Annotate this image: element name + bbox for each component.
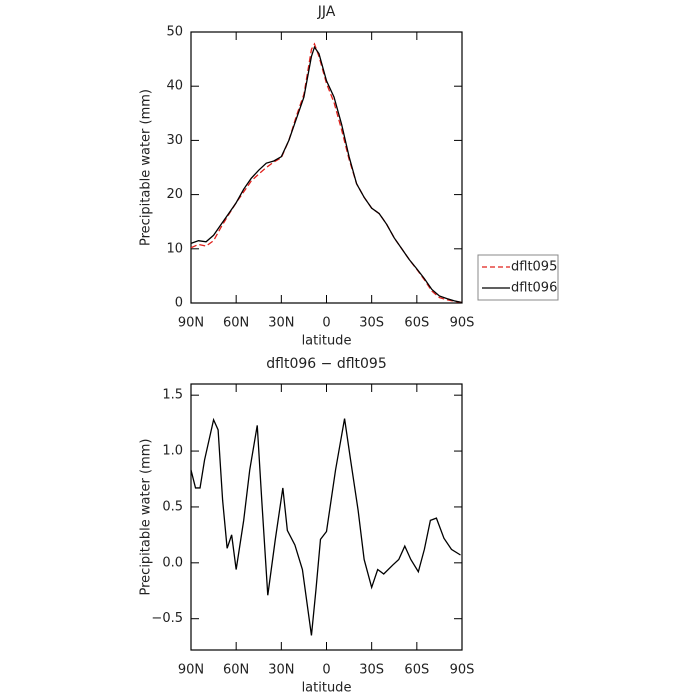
y-tick-label: 0 — [175, 296, 183, 311]
x-tick-label: 90N — [178, 316, 204, 331]
y-tick-label: 50 — [166, 25, 183, 40]
x-tick-label: 30S — [359, 316, 384, 331]
x-tick-label: 30N — [268, 316, 294, 331]
x-tick-label: 0 — [322, 316, 330, 331]
x-tick-label: 90N — [178, 663, 204, 678]
x-tick-label: 30N — [268, 663, 294, 678]
x-tick-label: 0 — [322, 663, 330, 678]
x-tick-label: 60S — [404, 663, 429, 678]
x-tick-label: 60N — [223, 316, 249, 331]
y-tick-label: 1.5 — [162, 388, 183, 403]
x-tick-label: 90S — [450, 663, 475, 678]
x-tick-label: 90S — [450, 316, 475, 331]
x-tick-label: 30S — [359, 663, 384, 678]
legend-label: dflt096 — [511, 281, 557, 296]
x-axis-label: latitude — [302, 334, 352, 349]
y-tick-label: 10 — [166, 241, 183, 256]
line-series — [190, 42, 463, 304]
legend-box — [477, 254, 559, 301]
y-tick-label: 30 — [166, 133, 183, 148]
chart-title: dflt096 − dflt095 — [266, 356, 386, 372]
legend-label: dflt095 — [511, 260, 557, 275]
y-tick-label: 20 — [166, 187, 183, 202]
line-series — [190, 45, 463, 304]
line-series — [190, 417, 461, 636]
y-tick-label: 0.5 — [162, 499, 183, 514]
y-tick-label: 1.0 — [162, 444, 183, 459]
chart-title: JJA — [317, 4, 336, 20]
x-tick-label: 60N — [223, 663, 249, 678]
plot-frame — [190, 31, 463, 304]
y-tick-label: −0.5 — [151, 611, 183, 626]
plot-frame — [190, 383, 463, 651]
y-axis-label: Precipitable water (mm) — [139, 89, 154, 246]
x-tick-label: 60S — [404, 316, 429, 331]
y-tick-label: 0.0 — [162, 555, 183, 570]
y-tick-label: 40 — [166, 79, 183, 94]
y-axis-label: Precipitable water (mm) — [139, 439, 154, 596]
x-axis-label: latitude — [302, 681, 352, 696]
